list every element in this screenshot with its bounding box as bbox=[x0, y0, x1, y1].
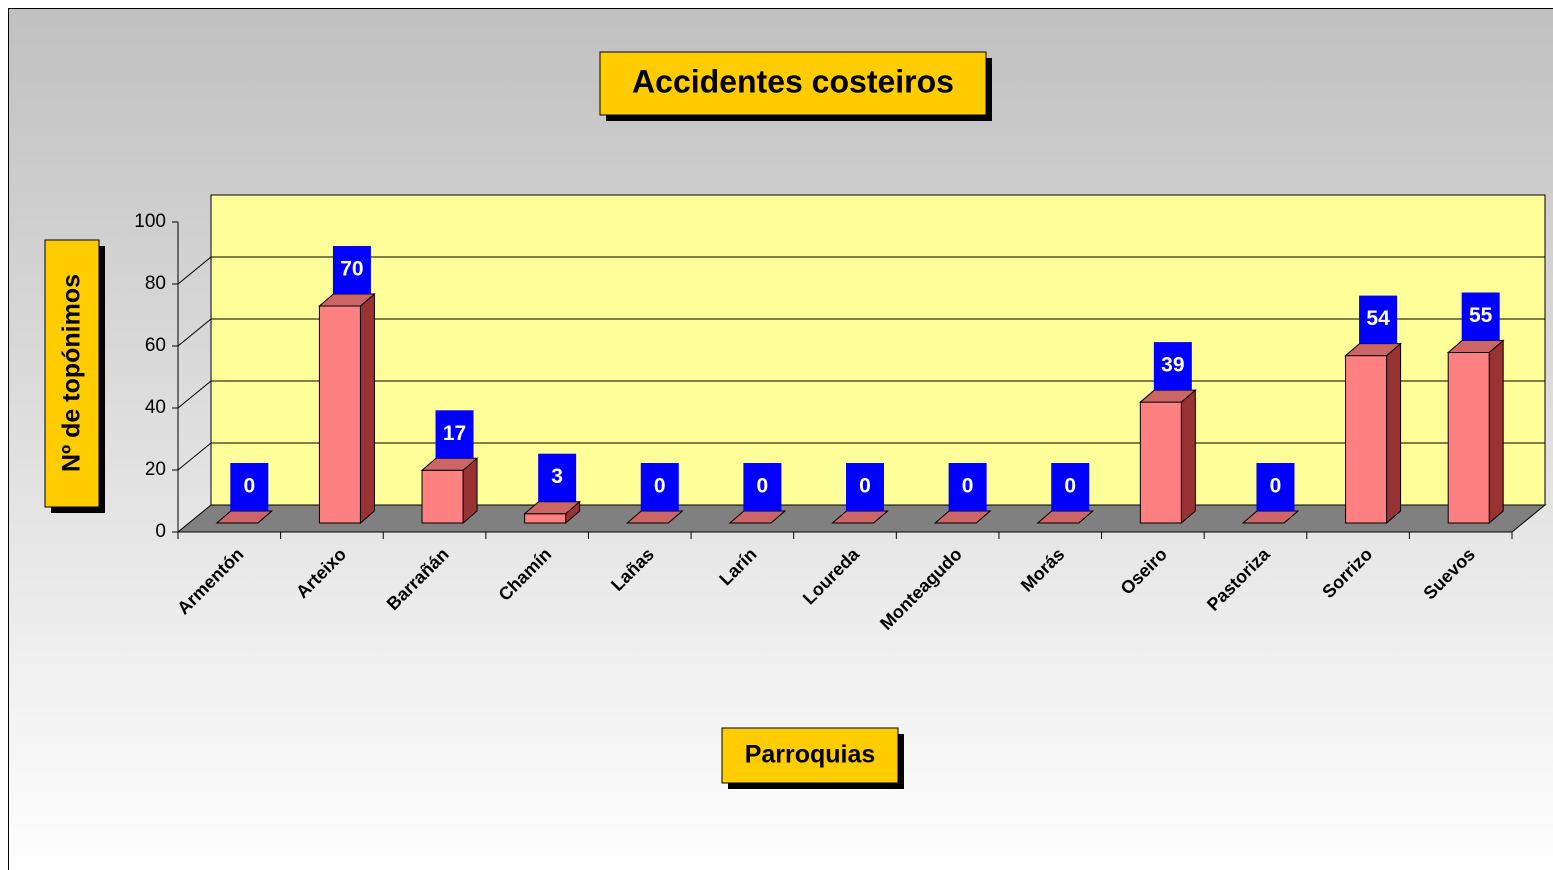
bar bbox=[1345, 355, 1388, 524]
value-label: 0 bbox=[757, 475, 769, 498]
value-label: 17 bbox=[443, 422, 466, 445]
x-label-box bbox=[721, 727, 899, 784]
y-tick-label: 60 bbox=[145, 335, 166, 356]
value-label-box bbox=[230, 463, 269, 511]
bar-top bbox=[523, 501, 582, 515]
value-label: 3 bbox=[551, 465, 563, 488]
bar bbox=[318, 305, 361, 524]
value-label-box bbox=[435, 410, 474, 459]
bar-top bbox=[215, 510, 274, 524]
value-label: 0 bbox=[1270, 475, 1282, 498]
value-label-box bbox=[640, 463, 679, 511]
bar-top bbox=[1446, 340, 1505, 353]
grid-line-side bbox=[177, 442, 212, 471]
y-tick-label: 80 bbox=[145, 273, 166, 294]
y-axis-label: Nº de topónimos bbox=[58, 274, 86, 472]
value-label: 0 bbox=[859, 475, 871, 498]
y-tick-label: 100 bbox=[134, 211, 166, 232]
value-label-box bbox=[1256, 463, 1295, 511]
bar-top bbox=[933, 510, 992, 524]
bar bbox=[1139, 401, 1182, 524]
value-label: 39 bbox=[1161, 354, 1184, 377]
bar bbox=[1447, 352, 1490, 524]
value-label-box bbox=[1153, 342, 1192, 391]
bar-top bbox=[318, 293, 376, 307]
back-wall bbox=[210, 194, 1546, 506]
value-label-box bbox=[332, 246, 371, 294]
bar-top bbox=[1344, 343, 1402, 357]
y-tick-label: 40 bbox=[145, 397, 166, 418]
value-label: 70 bbox=[340, 258, 363, 281]
bar-top bbox=[831, 510, 889, 524]
bar bbox=[421, 469, 464, 524]
value-label-box bbox=[1461, 292, 1500, 341]
value-label: 0 bbox=[243, 475, 255, 498]
value-label: 0 bbox=[654, 475, 666, 498]
value-label-box bbox=[538, 453, 577, 502]
value-label-box bbox=[948, 463, 987, 511]
x-axis-label: Parroquias bbox=[745, 741, 876, 769]
y-tick-label: 20 bbox=[145, 459, 166, 480]
bar-top bbox=[1036, 510, 1095, 524]
value-label: 55 bbox=[1469, 304, 1493, 327]
value-label-box bbox=[743, 463, 782, 511]
title-box bbox=[599, 51, 987, 116]
value-label: 54 bbox=[1366, 307, 1390, 330]
bar-side bbox=[1180, 389, 1196, 525]
bar-side bbox=[1488, 339, 1504, 525]
bar-top bbox=[728, 510, 787, 524]
grid-line-side bbox=[177, 380, 212, 409]
bar-side bbox=[1386, 342, 1402, 525]
chart-title: Accidentes costeiros bbox=[632, 63, 954, 99]
value-label-box bbox=[1051, 463, 1090, 511]
grid-line-side bbox=[177, 256, 212, 285]
value-label: 0 bbox=[962, 475, 974, 498]
bar-side bbox=[359, 292, 375, 525]
bar-top bbox=[1241, 510, 1300, 524]
bar-top bbox=[1138, 389, 1197, 403]
bar-top bbox=[420, 457, 479, 471]
y-label-box bbox=[44, 239, 100, 508]
y-tick-label: 0 bbox=[155, 521, 166, 542]
bar-top bbox=[625, 510, 684, 524]
value-label: 0 bbox=[1064, 475, 1076, 498]
bar bbox=[524, 513, 567, 524]
value-label-box bbox=[846, 463, 884, 511]
value-label-box bbox=[1359, 295, 1398, 344]
grid-line-side bbox=[177, 318, 212, 347]
